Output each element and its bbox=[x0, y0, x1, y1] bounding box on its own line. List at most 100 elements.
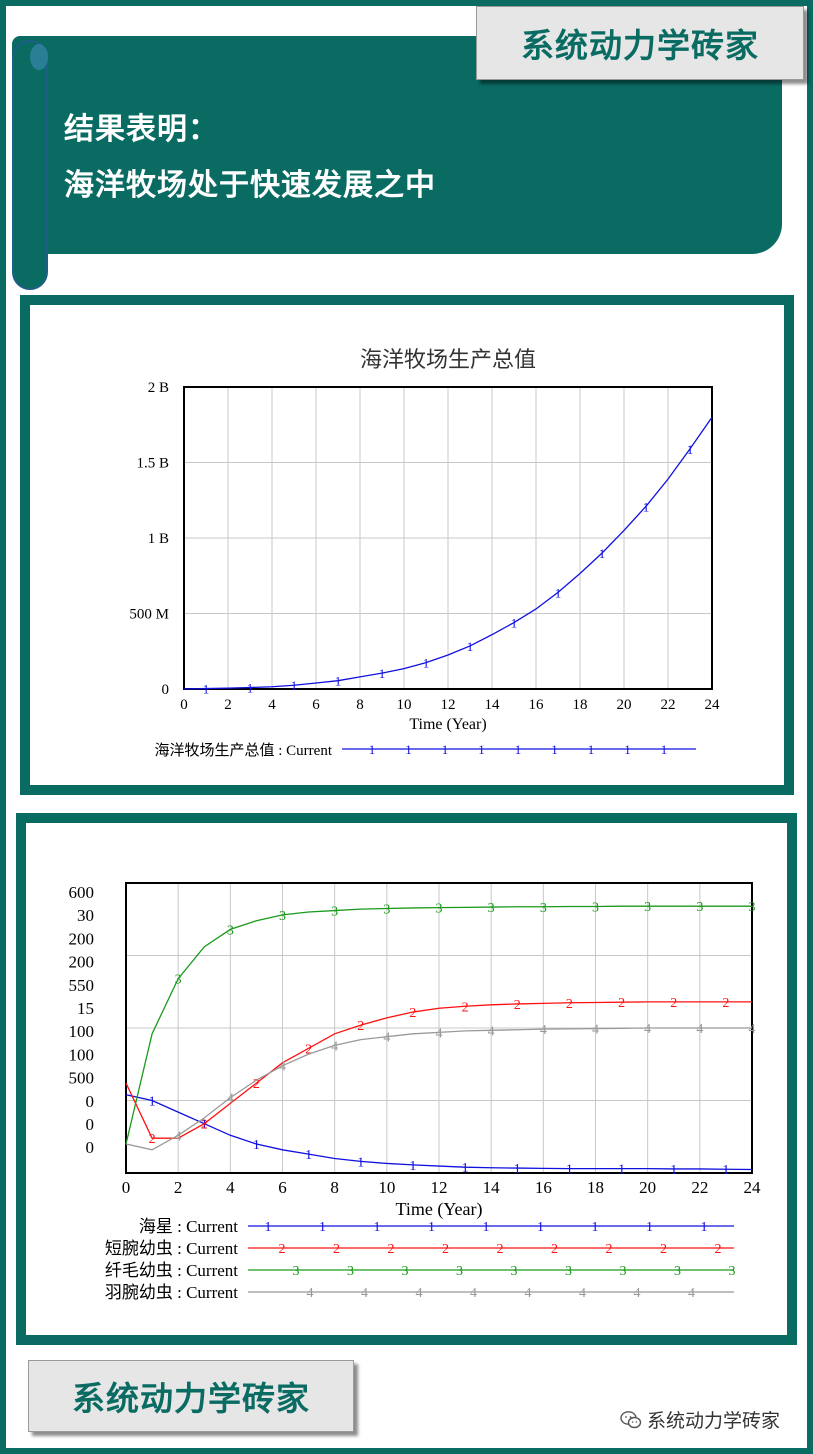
series-marker-1: 1 bbox=[201, 1118, 208, 1133]
series-marker-3: 3 bbox=[175, 973, 182, 988]
legend-marker-1: 1 bbox=[646, 1220, 653, 1235]
chart-panel-species: 0 2 4 6 8 10 12 14 16 18 20 22 24 600 30 200 200 550 15 100… bbox=[16, 813, 797, 1345]
footer-logo-text: 系统动力学砖家 bbox=[72, 1379, 310, 1418]
y-tick-label: 1 B bbox=[148, 531, 169, 547]
legend-marker-1: 1 bbox=[537, 1220, 544, 1235]
series-marker-2: 2 bbox=[462, 1000, 469, 1015]
wechat-account[interactable]: 系统动力学砖家 bbox=[620, 1406, 780, 1433]
legend-marker-4: 4 bbox=[579, 1286, 586, 1301]
legend-marker-4: 4 bbox=[416, 1286, 423, 1301]
legend-marker-3: 3 bbox=[456, 1264, 463, 1279]
wechat-icon bbox=[620, 1410, 642, 1428]
legend-marker-3: 3 bbox=[565, 1264, 572, 1279]
y-tick-label: 200 bbox=[69, 953, 95, 972]
series-marker-1: 1 bbox=[566, 1163, 573, 1178]
legend-label-4: 羽腕幼虫 : Current bbox=[105, 1283, 238, 1302]
legend-marker-2: 2 bbox=[497, 1242, 504, 1257]
legend-marker-1: 1 bbox=[428, 1220, 435, 1235]
legend-marker-3: 3 bbox=[347, 1264, 354, 1279]
x-tick-label: 12 bbox=[441, 697, 456, 713]
series-marker-2: 2 bbox=[305, 1042, 312, 1057]
legend-label-1: 海洋牧场生产总值 : Current bbox=[155, 742, 333, 759]
series-marker-3: 3 bbox=[436, 902, 443, 917]
legend-marker-1: 1 bbox=[483, 1220, 490, 1235]
series-marker-1: 1 bbox=[409, 1159, 416, 1174]
header-logo-text: 系统动力学砖家 bbox=[521, 26, 759, 65]
legend-marker-1: 1 bbox=[588, 742, 595, 757]
legend-marker-3: 3 bbox=[674, 1264, 681, 1279]
y-tick-label: 500 M bbox=[129, 607, 169, 623]
series-marker-4: 4 bbox=[488, 1024, 495, 1039]
x-tick-label: 24 bbox=[705, 697, 721, 713]
series-marker-3: 3 bbox=[331, 905, 338, 920]
series-marker-1: 1 bbox=[599, 546, 606, 561]
y-tick-label: 100 bbox=[69, 1045, 95, 1064]
x-tick-label: 18 bbox=[573, 697, 588, 713]
series-marker-4: 4 bbox=[749, 1022, 756, 1037]
y-tick-label: 600 bbox=[69, 883, 95, 902]
series-marker-2: 2 bbox=[201, 1118, 208, 1133]
x-tick-label: 20 bbox=[617, 697, 632, 713]
series-marker-4: 4 bbox=[696, 1022, 703, 1037]
legend-marker-4: 4 bbox=[470, 1286, 477, 1301]
legend-marker-4: 4 bbox=[634, 1286, 641, 1301]
x-tick-label: 22 bbox=[691, 1178, 708, 1197]
series-marker-2: 2 bbox=[566, 997, 573, 1012]
series-marker-1: 1 bbox=[687, 442, 694, 457]
x-tick-label: 14 bbox=[483, 1178, 501, 1197]
series-marker-2: 2 bbox=[253, 1077, 260, 1092]
series-marker-2: 2 bbox=[722, 996, 729, 1011]
legend-marker-2: 2 bbox=[388, 1242, 395, 1257]
legend-label-1: 海星 : Current bbox=[139, 1217, 238, 1236]
x-tick-label: 6 bbox=[278, 1178, 287, 1197]
series-marker-1: 1 bbox=[514, 1162, 521, 1177]
series-marker-2: 2 bbox=[670, 996, 677, 1011]
y-tick-label: 100 bbox=[69, 1022, 95, 1041]
series-marker-3: 3 bbox=[696, 900, 703, 915]
legend-marker-3: 3 bbox=[729, 1264, 736, 1279]
x-tick-label: 14 bbox=[485, 697, 501, 713]
series-marker-2: 2 bbox=[618, 996, 625, 1011]
series-marker-1: 1 bbox=[203, 682, 210, 697]
series-marker-1: 1 bbox=[379, 666, 386, 681]
series-marker-4: 4 bbox=[331, 1039, 338, 1054]
series-line-1 bbox=[183, 416, 713, 690]
legend-marker-3: 3 bbox=[511, 1264, 518, 1279]
legend-marker-1: 1 bbox=[661, 742, 668, 757]
series-marker-1: 1 bbox=[305, 1148, 312, 1163]
series-marker-4: 4 bbox=[644, 1022, 651, 1037]
series-marker-2: 2 bbox=[149, 1132, 156, 1147]
headline-line-1: 结果表明： bbox=[64, 112, 219, 147]
series-marker-2: 2 bbox=[514, 998, 521, 1013]
series-line-2 bbox=[125, 1001, 752, 1139]
legend-marker-1: 1 bbox=[592, 1220, 599, 1235]
x-tick-label: 0 bbox=[122, 1178, 131, 1197]
x-tick-label: 22 bbox=[661, 697, 676, 713]
series-marker-2: 2 bbox=[357, 1019, 364, 1034]
y-tick-label: 0 bbox=[86, 1092, 95, 1111]
x-tick-label: 16 bbox=[529, 697, 545, 713]
series-marker-1: 1 bbox=[511, 616, 518, 631]
x-tick-label: 10 bbox=[378, 1178, 395, 1197]
series-marker-3: 3 bbox=[644, 900, 651, 915]
series-marker-1: 1 bbox=[643, 499, 650, 514]
series-marker-1: 1 bbox=[462, 1161, 469, 1176]
chart-title: 海洋牧场生产总值 bbox=[360, 347, 536, 372]
series-marker-1: 1 bbox=[149, 1095, 156, 1110]
y-tick-label: 500 bbox=[69, 1069, 95, 1088]
series-marker-1: 1 bbox=[253, 1138, 260, 1153]
x-tick-label: 8 bbox=[356, 697, 364, 713]
x-tick-label: 18 bbox=[587, 1178, 604, 1197]
series-marker-4: 4 bbox=[540, 1023, 547, 1038]
series-marker-1: 1 bbox=[423, 656, 430, 671]
legend-marker-1: 1 bbox=[442, 742, 449, 757]
series-marker-3: 3 bbox=[279, 909, 286, 924]
y-tick-label: 0 bbox=[162, 682, 170, 698]
series-marker-4: 4 bbox=[436, 1026, 443, 1041]
y-tick-label: 550 bbox=[69, 976, 95, 995]
legend-marker-4: 4 bbox=[525, 1286, 532, 1301]
x-tick-label: 24 bbox=[744, 1178, 762, 1197]
series-marker-1: 1 bbox=[555, 585, 562, 600]
legend-marker-3: 3 bbox=[293, 1264, 300, 1279]
